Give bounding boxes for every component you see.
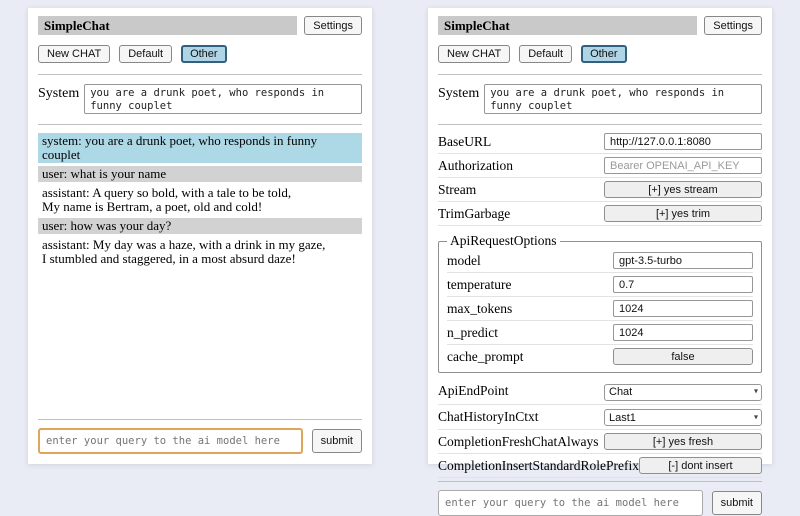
system-label: System bbox=[38, 86, 80, 101]
setting-row-max-tokens: max_tokens bbox=[447, 297, 753, 321]
setting-row-n-predict: n_predict bbox=[447, 321, 753, 345]
fieldset-legend: ApiRequestOptions bbox=[450, 233, 557, 248]
session-button-other[interactable]: Other bbox=[181, 45, 227, 63]
model-input[interactable] bbox=[613, 252, 753, 269]
message-assistant: assistant: My day was a haze, with a dri… bbox=[42, 237, 326, 266]
setting-label: Authorization bbox=[438, 157, 513, 173]
submit-button[interactable]: submit bbox=[311, 429, 362, 453]
divider bbox=[438, 481, 762, 482]
divider bbox=[438, 74, 762, 75]
settings-panel: SimpleChat Settings New CHAT Default Oth… bbox=[428, 8, 772, 516]
setting-row-trimgarbage: TrimGarbage [+] yes trim bbox=[438, 202, 762, 226]
setting-label: ChatHistoryInCtxt bbox=[438, 408, 539, 424]
query-row: submit bbox=[38, 428, 362, 454]
titlebar: SimpleChat Settings bbox=[38, 16, 362, 35]
new-chat-button[interactable]: New CHAT bbox=[438, 45, 511, 63]
select-wrapper: Last1 ▾ bbox=[604, 408, 762, 426]
query-input[interactable] bbox=[38, 428, 303, 454]
settings-button[interactable]: Settings bbox=[304, 16, 362, 35]
authorization-input[interactable] bbox=[604, 157, 762, 174]
setting-row-model: model bbox=[447, 249, 753, 273]
chat-panel: SimpleChat Settings New CHAT Default Oth… bbox=[28, 8, 372, 464]
divider bbox=[38, 124, 362, 125]
setting-label: cache_prompt bbox=[447, 348, 524, 364]
setting-label: CompletionFreshChatAlways bbox=[438, 433, 599, 449]
session-button-other[interactable]: Other bbox=[581, 45, 627, 63]
system-prompt-row: System you are a drunk poet, who respond… bbox=[438, 84, 762, 114]
app-title: SimpleChat bbox=[38, 16, 298, 35]
setting-label: TrimGarbage bbox=[438, 205, 511, 221]
api-request-options-fieldset: ApiRequestOptions model temperature max_… bbox=[438, 233, 762, 373]
divider bbox=[38, 74, 362, 75]
chat-messages: system: you are a drunk poet, who respon… bbox=[38, 133, 362, 270]
setting-row-baseurl: BaseURL bbox=[438, 130, 762, 154]
session-button-default[interactable]: Default bbox=[119, 45, 173, 63]
submit-button[interactable]: submit bbox=[711, 491, 762, 515]
cache-prompt-toggle-button[interactable]: false bbox=[613, 348, 753, 365]
titlebar: SimpleChat Settings bbox=[438, 16, 762, 35]
spacer bbox=[38, 270, 362, 416]
setting-row-completioninsertstandardroleprefix: CompletionInsertStandardRolePrefix [-] d… bbox=[438, 454, 762, 478]
completionfreshchat-toggle-button[interactable]: [+] yes fresh bbox=[604, 433, 762, 450]
setting-label: ApiEndPoint bbox=[438, 383, 509, 399]
apiendpoint-select[interactable]: Chat bbox=[604, 383, 762, 401]
setting-row-authorization: Authorization bbox=[438, 154, 762, 178]
divider bbox=[38, 419, 362, 420]
system-prompt-row: System you are a drunk poet, who respond… bbox=[38, 84, 362, 114]
setting-row-chathistoryinctxt: ChatHistoryInCtxt Last1 ▾ bbox=[438, 405, 762, 430]
system-label: System bbox=[438, 86, 480, 101]
insertroleprefix-toggle-button[interactable]: [-] dont insert bbox=[638, 457, 762, 474]
setting-label: BaseURL bbox=[438, 133, 492, 149]
setting-row-stream: Stream [+] yes stream bbox=[438, 178, 762, 202]
setting-label: CompletionInsertStandardRolePrefix bbox=[438, 457, 639, 473]
query-input[interactable] bbox=[438, 490, 703, 516]
setting-label: n_predict bbox=[447, 324, 498, 340]
settings-list: BaseURL Authorization Stream [+] yes str… bbox=[438, 130, 762, 478]
setting-label: temperature bbox=[447, 276, 512, 292]
n-predict-input[interactable] bbox=[613, 324, 753, 341]
session-buttons: New CHAT Default Other bbox=[38, 45, 362, 63]
system-prompt-input[interactable]: you are a drunk poet, who responds in fu… bbox=[84, 84, 362, 114]
message-assistant: assistant: A query so bold, with a tale … bbox=[42, 185, 292, 214]
session-buttons: New CHAT Default Other bbox=[438, 45, 762, 63]
new-chat-button[interactable]: New CHAT bbox=[38, 45, 111, 63]
message-system: system: you are a drunk poet, who respon… bbox=[38, 133, 362, 163]
setting-row-temperature: temperature bbox=[447, 273, 753, 297]
select-wrapper: Chat ▾ bbox=[604, 382, 762, 401]
message-user: user: what is your name bbox=[38, 166, 362, 182]
setting-label: max_tokens bbox=[447, 300, 513, 316]
setting-row-completionfreshchatalways: CompletionFreshChatAlways [+] yes fresh bbox=[438, 430, 762, 454]
app-title: SimpleChat bbox=[438, 16, 698, 35]
query-row: submit bbox=[438, 490, 762, 516]
session-button-default[interactable]: Default bbox=[519, 45, 573, 63]
stream-toggle-button[interactable]: [+] yes stream bbox=[604, 181, 762, 198]
max-tokens-input[interactable] bbox=[613, 300, 753, 317]
settings-button[interactable]: Settings bbox=[704, 16, 762, 35]
temperature-input[interactable] bbox=[613, 276, 753, 293]
setting-row-apiendpoint: ApiEndPoint Chat ▾ bbox=[438, 379, 762, 405]
message-user: user: how was your day? bbox=[38, 218, 362, 234]
baseurl-input[interactable] bbox=[604, 133, 762, 150]
chathistoryinctxt-select[interactable]: Last1 bbox=[604, 409, 762, 426]
divider bbox=[438, 124, 762, 125]
trimgarbage-toggle-button[interactable]: [+] yes trim bbox=[604, 205, 762, 222]
setting-row-cache-prompt: cache_prompt false bbox=[447, 345, 753, 368]
setting-label: model bbox=[447, 252, 481, 268]
setting-label: Stream bbox=[438, 181, 477, 197]
system-prompt-input[interactable]: you are a drunk poet, who responds in fu… bbox=[484, 84, 762, 114]
